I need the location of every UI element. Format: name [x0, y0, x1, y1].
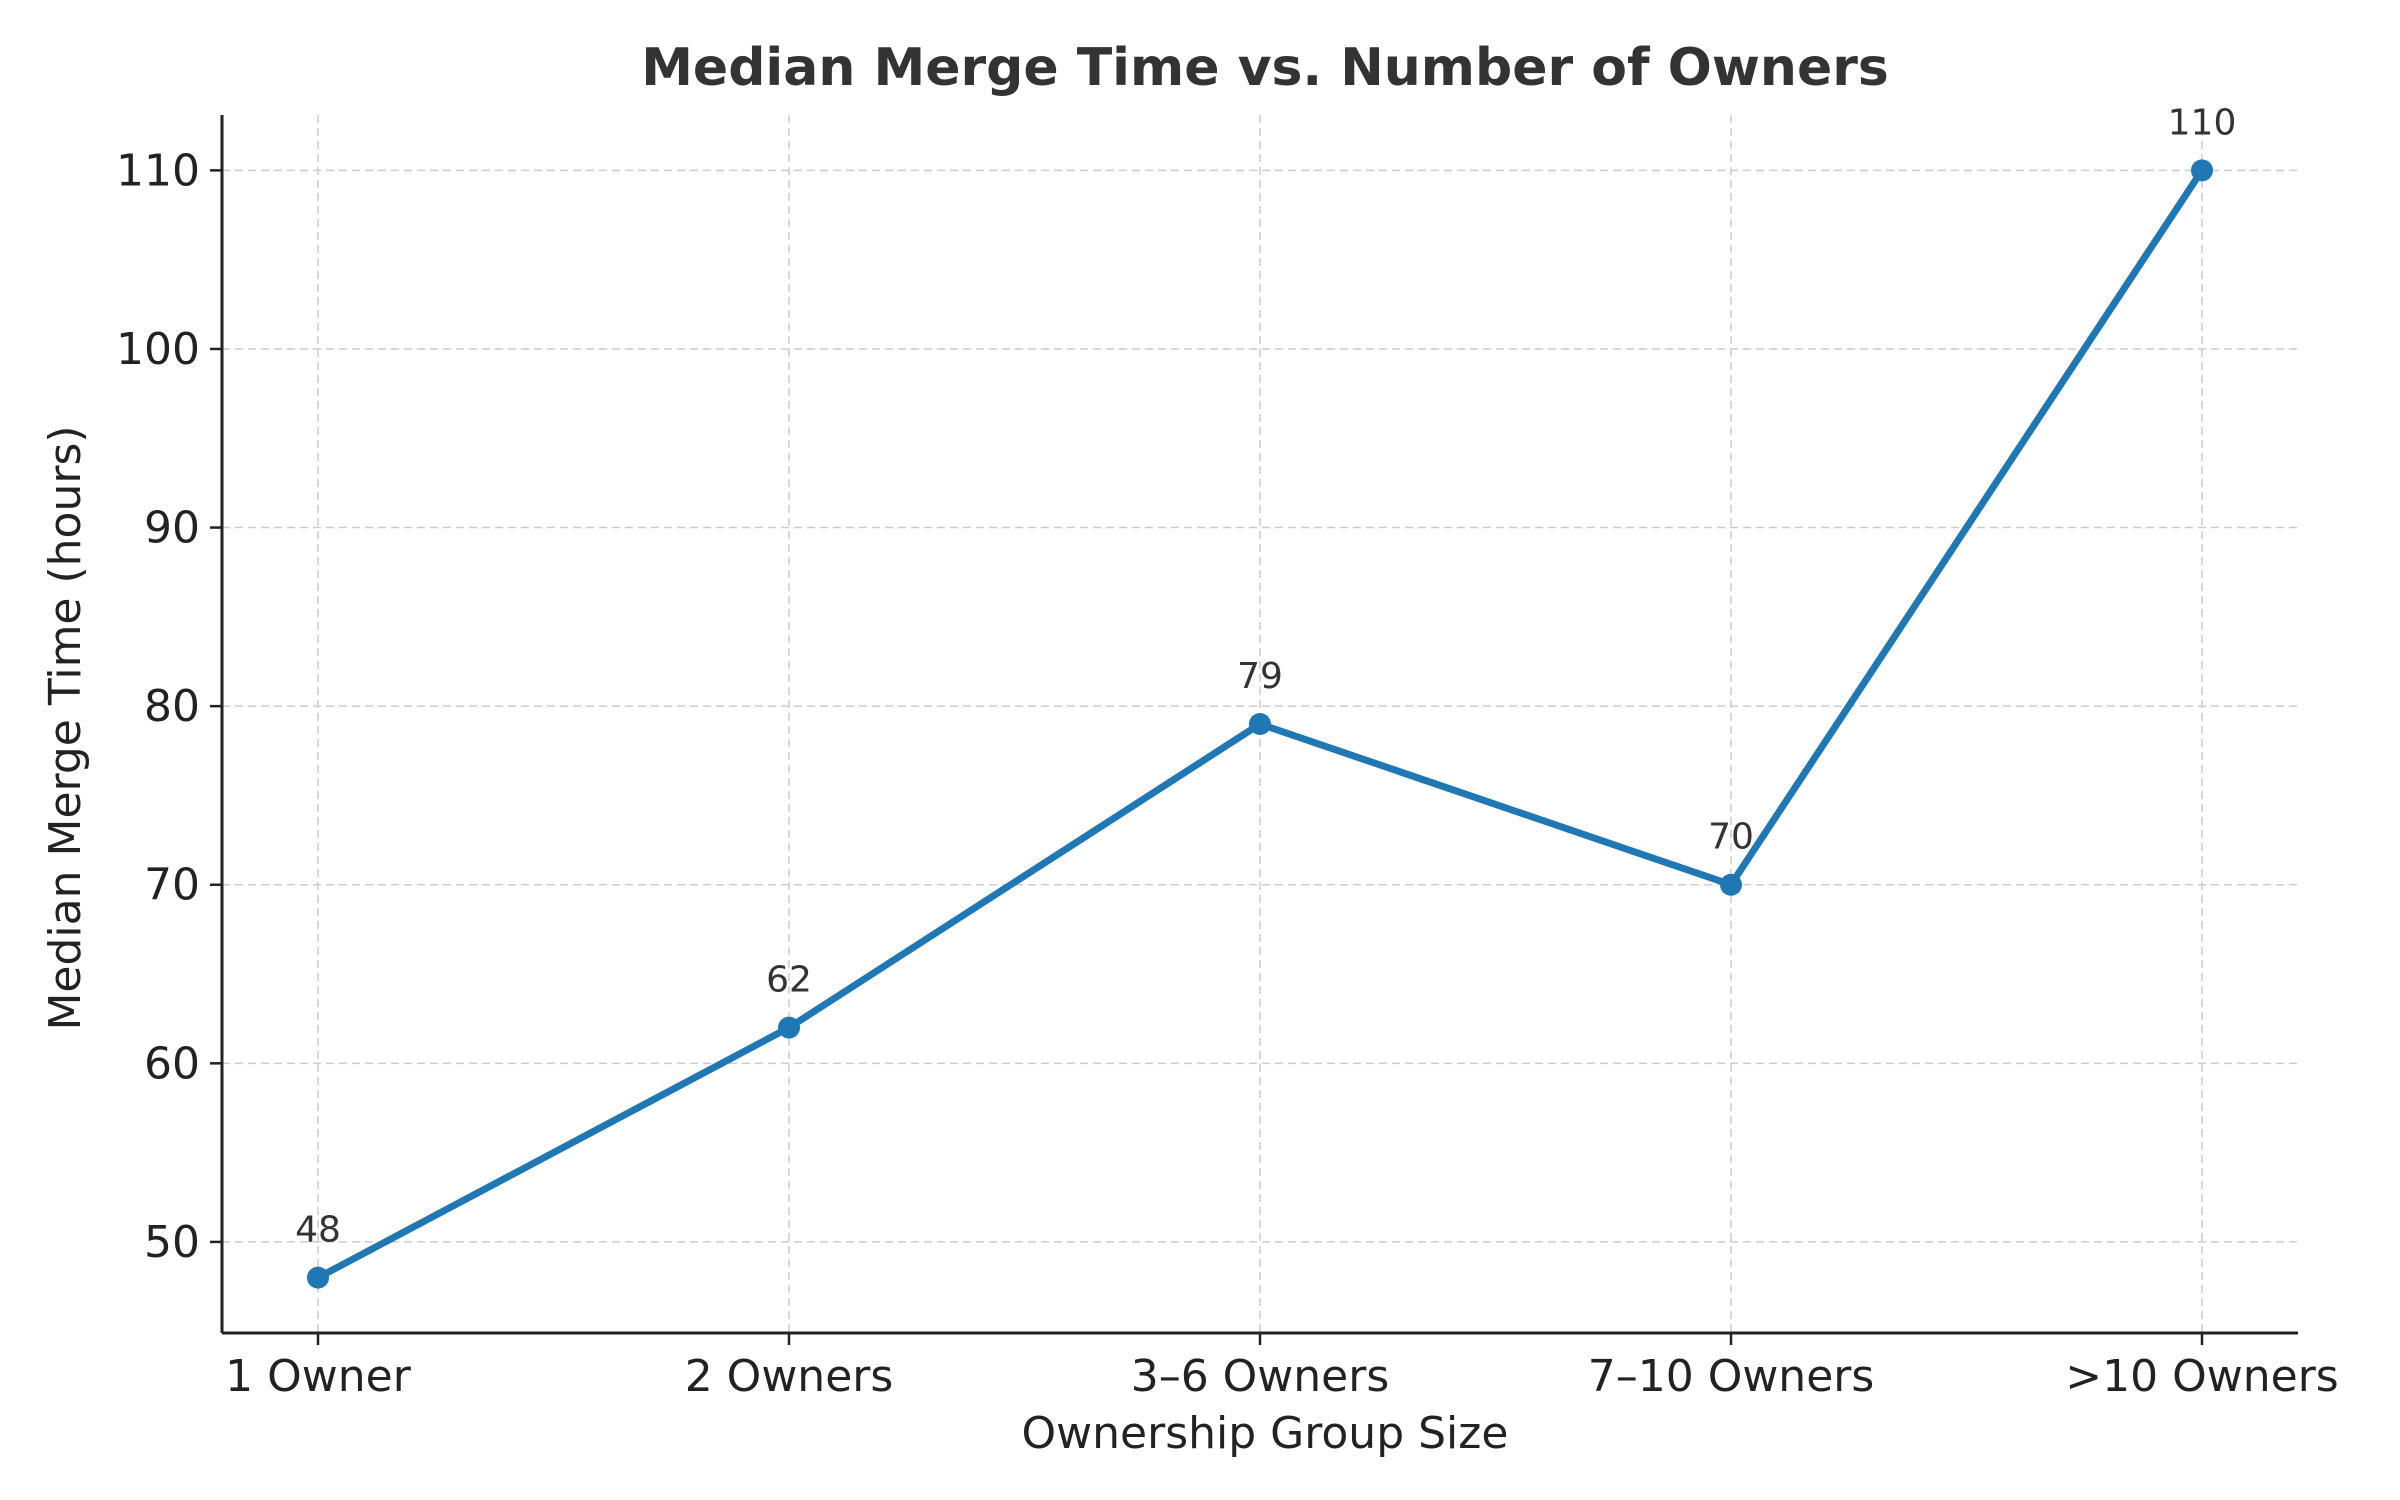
y-tick-label: 100: [116, 324, 200, 375]
data-labels: 48 62 79 70 110: [295, 102, 2236, 1250]
chart-title: Median Merge Time vs. Number of Owners: [641, 38, 1889, 98]
x-tick-label: 2 Owners: [685, 1351, 894, 1402]
grid-lines: [222, 115, 2298, 1333]
y-tick-label: 50: [144, 1217, 200, 1268]
data-label: 110: [2168, 102, 2237, 143]
y-tick-label: 80: [144, 681, 200, 732]
x-tick-label: 1 Owner: [225, 1351, 412, 1402]
x-tick-label: >10 Owners: [2065, 1351, 2338, 1402]
x-axis-label: Ownership Group Size: [1022, 1408, 1509, 1459]
data-label: 62: [766, 960, 812, 1001]
data-point: [2191, 159, 2213, 182]
data-point: [307, 1266, 329, 1289]
data-label: 70: [1708, 817, 1754, 858]
y-axis-label: Median Merge Time (hours): [40, 425, 91, 1030]
data-label: 48: [295, 1210, 341, 1251]
data-point: [778, 1016, 800, 1039]
y-tick-label: 90: [144, 503, 200, 554]
data-point: [1249, 713, 1271, 735]
y-tick-label: 60: [144, 1038, 200, 1089]
y-tick-label: 70: [144, 860, 200, 911]
data-label: 79: [1237, 656, 1283, 697]
x-tick-label: 3–6 Owners: [1131, 1351, 1390, 1402]
tick-labels: 50 60 70 80 90 100 110 1 Owner 2 Owners 3–6 Owner…: [116, 145, 2339, 1402]
data-point: [1720, 873, 1742, 896]
x-tick-label: 7–10 Owners: [1588, 1351, 1875, 1402]
y-tick-label: 110: [116, 145, 200, 196]
series: [307, 159, 2213, 1289]
